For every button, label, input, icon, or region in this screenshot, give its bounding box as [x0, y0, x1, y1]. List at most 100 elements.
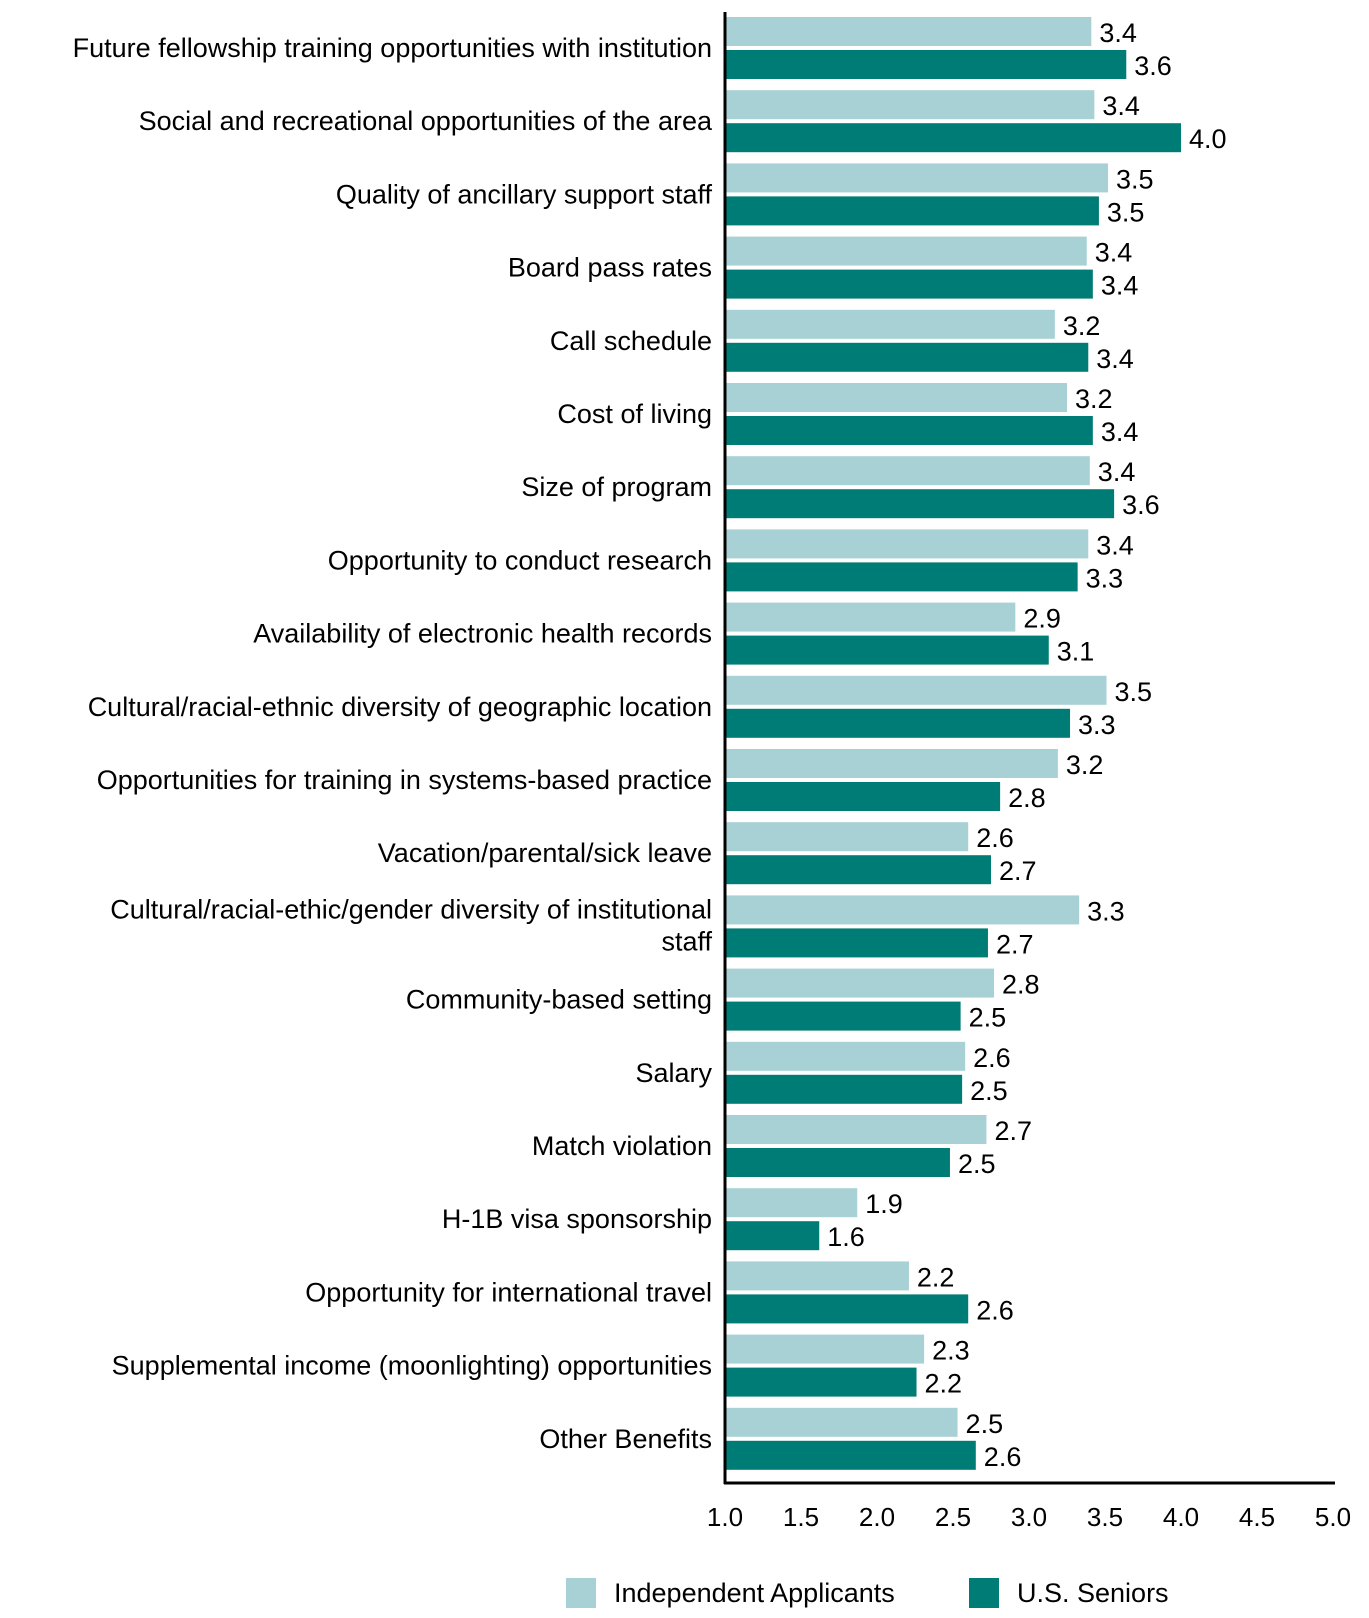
- x-tick-label: 1.0: [707, 1502, 743, 1532]
- category-label: Other Benefits: [539, 1424, 712, 1454]
- value-label-independent-applicants: 3.4: [1096, 530, 1134, 560]
- category-label: Cost of living: [557, 399, 712, 429]
- bar-us-seniors: [725, 1148, 950, 1177]
- bar-independent-applicants: [725, 822, 969, 852]
- category-label: Community-based setting: [406, 985, 712, 1015]
- bar-us-seniors: [725, 50, 1127, 79]
- category-label: Cultural/racial-ethic/gender diversity o…: [110, 894, 712, 956]
- value-label-us-seniors: 2.7: [999, 856, 1037, 886]
- category-label: Size of program: [521, 472, 712, 502]
- value-label-independent-applicants: 3.4: [1095, 238, 1133, 268]
- bar-independent-applicants: [725, 17, 1092, 46]
- bar-independent-applicants: [725, 895, 1080, 925]
- bar-independent-applicants: [725, 749, 1058, 778]
- category-label: Match violation: [532, 1131, 712, 1161]
- value-label-independent-applicants: 2.2: [917, 1262, 955, 1292]
- category-label: Cultural/racial-ethnic diversity of geog…: [88, 692, 712, 722]
- bar-us-seniors: [725, 635, 1049, 665]
- value-label-us-seniors: 2.2: [925, 1369, 963, 1399]
- category-label: Social and recreational opportunities of…: [139, 106, 713, 136]
- value-label-independent-applicants: 2.7: [994, 1116, 1032, 1146]
- category-label: Opportunities for training in systems-ba…: [97, 765, 712, 795]
- value-label-us-seniors: 1.6: [827, 1222, 865, 1252]
- value-label-us-seniors: 2.6: [976, 1295, 1014, 1325]
- value-label-independent-applicants: 3.4: [1102, 91, 1140, 121]
- bar-us-seniors: [725, 1367, 917, 1397]
- bar-independent-applicants: [725, 383, 1067, 412]
- value-label-us-seniors: 2.7: [996, 929, 1034, 959]
- legend-label-independent-applicants: Independent Applicants: [614, 1578, 895, 1608]
- value-label-independent-applicants: 3.5: [1115, 677, 1153, 707]
- value-label-independent-applicants: 2.5: [966, 1409, 1004, 1439]
- bar-chart: Future fellowship training opportunities…: [73, 12, 1351, 1532]
- bar-independent-applicants: [725, 1188, 858, 1218]
- value-label-us-seniors: 3.6: [1122, 490, 1160, 520]
- bar-independent-applicants: [725, 309, 1055, 339]
- value-label-us-seniors: 4.0: [1189, 124, 1227, 154]
- legend-item-independent-applicants: Independent Applicants: [566, 1578, 895, 1608]
- value-label-independent-applicants: 1.9: [865, 1189, 903, 1219]
- legend-swatch-independent-applicants: [566, 1578, 596, 1608]
- value-label-us-seniors: 3.4: [1101, 417, 1139, 447]
- value-label-us-seniors: 3.3: [1086, 563, 1124, 593]
- legend: Independent Applicants U.S. Seniors: [0, 1578, 1369, 1618]
- value-label-independent-applicants: 3.4: [1099, 18, 1137, 48]
- bar-independent-applicants: [725, 1334, 925, 1364]
- bar-us-seniors: [725, 342, 1089, 372]
- value-label-us-seniors: 3.3: [1078, 710, 1116, 740]
- category-label: Board pass rates: [508, 253, 712, 283]
- value-label-us-seniors: 3.6: [1134, 51, 1172, 81]
- value-label-us-seniors: 2.8: [1008, 783, 1046, 813]
- legend-item-us-seniors: U.S. Seniors: [969, 1578, 1169, 1608]
- category-label: Vacation/parental/sick leave: [378, 838, 712, 868]
- bar-us-seniors: [725, 416, 1093, 445]
- bar-independent-applicants: [725, 1261, 909, 1291]
- bar-independent-applicants: [725, 1115, 987, 1144]
- value-label-independent-applicants: 2.8: [1002, 970, 1040, 1000]
- bar-independent-applicants: [725, 602, 1016, 632]
- bar-us-seniors: [725, 269, 1093, 299]
- category-label-line: staff: [661, 926, 712, 956]
- bar-independent-applicants: [725, 90, 1095, 120]
- value-label-independent-applicants: 3.2: [1063, 311, 1101, 341]
- value-label-us-seniors: 3.5: [1107, 197, 1145, 227]
- value-label-independent-applicants: 3.3: [1087, 896, 1125, 926]
- category-label: Opportunity for international travel: [305, 1277, 712, 1307]
- value-label-independent-applicants: 3.2: [1066, 750, 1104, 780]
- bar-us-seniors: [725, 1440, 976, 1470]
- value-label-independent-applicants: 2.6: [973, 1043, 1011, 1073]
- category-label: Call schedule: [550, 326, 712, 356]
- bar-independent-applicants: [725, 675, 1107, 705]
- x-tick-label: 2.5: [935, 1502, 971, 1532]
- bar-us-seniors: [725, 196, 1099, 226]
- bar-independent-applicants: [725, 529, 1089, 559]
- bar-independent-applicants: [725, 163, 1109, 193]
- bar-us-seniors: [725, 562, 1078, 592]
- bar-us-seniors: [725, 1221, 820, 1251]
- category-label: Quality of ancillary support staff: [336, 179, 713, 209]
- x-tick-label: 1.5: [783, 1502, 819, 1532]
- value-label-independent-applicants: 3.5: [1116, 164, 1154, 194]
- value-label-us-seniors: 2.5: [970, 1076, 1008, 1106]
- category-label-line: Cultural/racial-ethic/gender diversity o…: [110, 894, 712, 924]
- legend-label-us-seniors: U.S. Seniors: [1017, 1578, 1169, 1608]
- bar-us-seniors: [725, 1294, 969, 1324]
- bar-independent-applicants: [725, 236, 1087, 266]
- value-label-us-seniors: 2.5: [969, 1003, 1007, 1033]
- x-tick-label: 3.0: [1011, 1502, 1047, 1532]
- x-tick-label: 5.0: [1315, 1502, 1351, 1532]
- value-label-independent-applicants: 2.9: [1023, 604, 1061, 634]
- category-label: Supplemental income (moonlighting) oppor…: [112, 1351, 712, 1381]
- legend-swatch-us-seniors: [969, 1578, 999, 1608]
- bar-us-seniors: [725, 123, 1181, 153]
- bar-independent-applicants: [725, 456, 1090, 486]
- category-label: H-1B visa sponsorship: [442, 1204, 712, 1234]
- category-label: Salary: [635, 1058, 712, 1088]
- value-label-us-seniors: 3.4: [1096, 344, 1134, 374]
- bar-us-seniors: [725, 855, 991, 885]
- category-label: Future fellowship training opportunities…: [73, 33, 712, 63]
- category-label: Opportunity to conduct research: [328, 545, 712, 575]
- value-label-independent-applicants: 2.6: [976, 823, 1014, 853]
- value-label-independent-applicants: 3.4: [1098, 457, 1136, 487]
- bar-independent-applicants: [725, 968, 995, 998]
